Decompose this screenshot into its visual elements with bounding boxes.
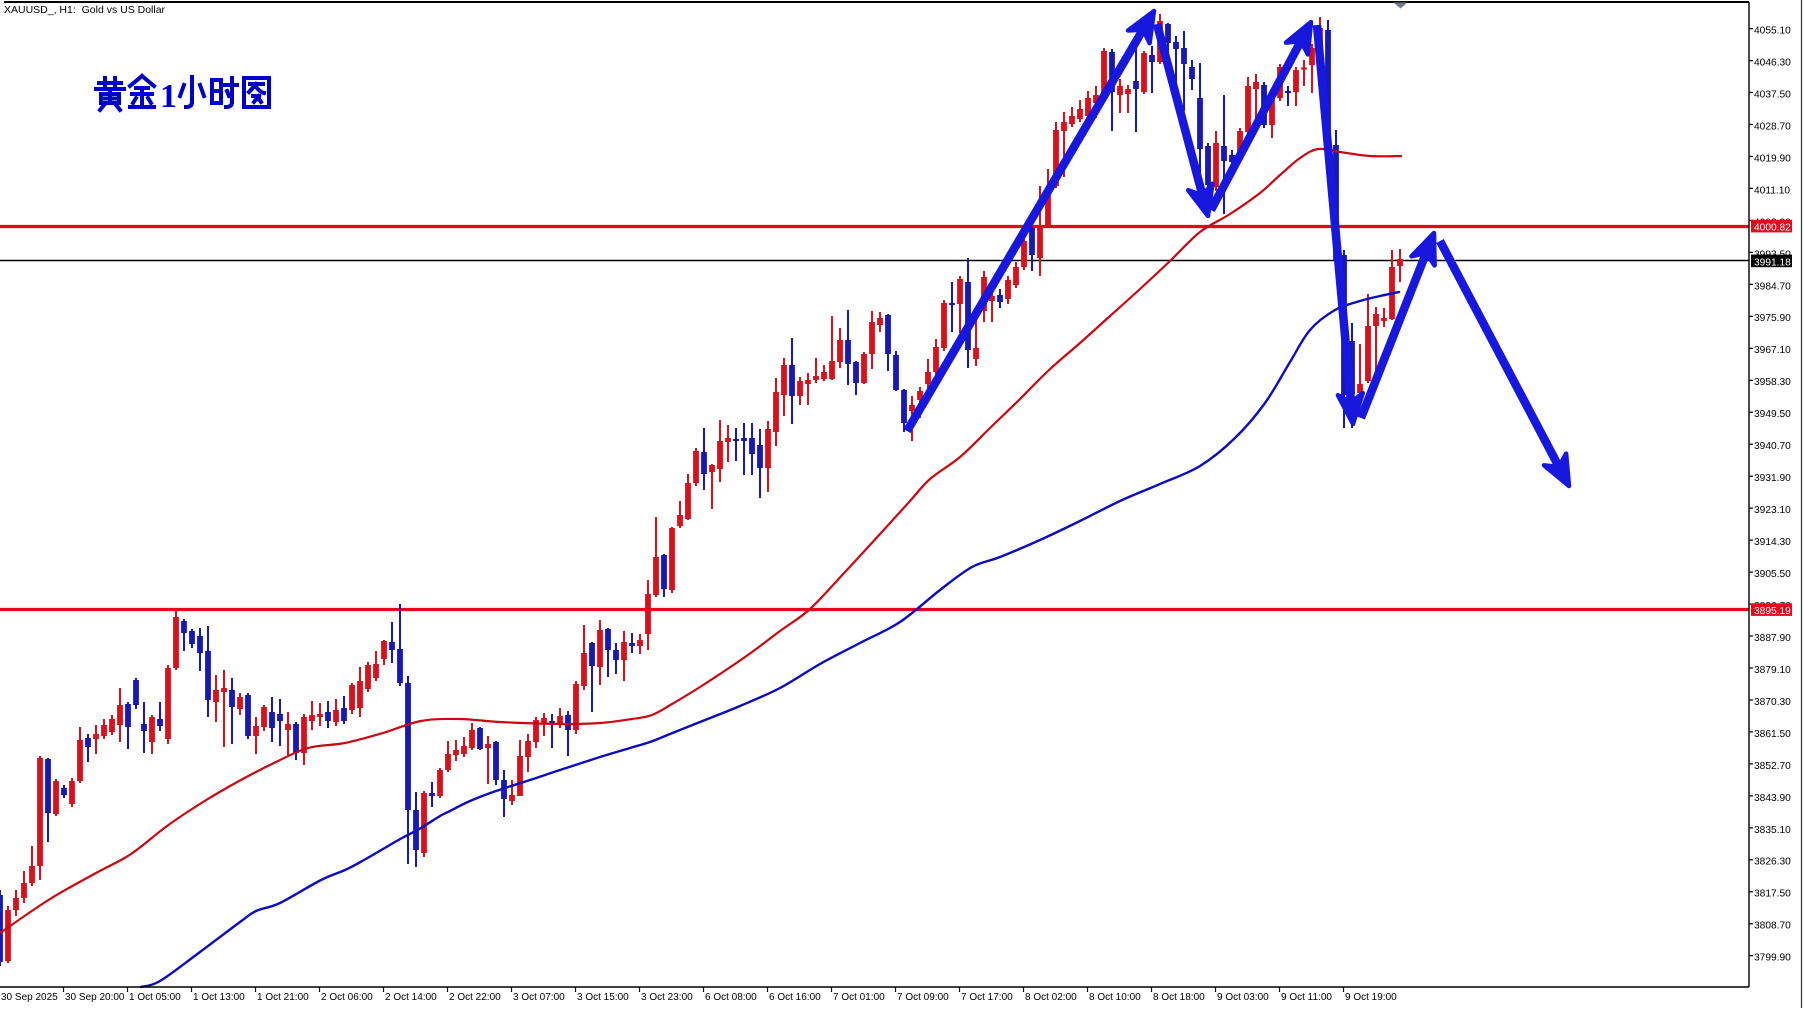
svg-text:6 Oct 16:00: 6 Oct 16:00	[769, 992, 821, 1003]
svg-text:3958.30: 3958.30	[1754, 377, 1791, 388]
svg-text:3949.50: 3949.50	[1754, 409, 1791, 420]
svg-text:7 Oct 17:00: 7 Oct 17:00	[961, 992, 1013, 1003]
svg-text:3879.10: 3879.10	[1754, 665, 1791, 676]
svg-text:3870.30: 3870.30	[1754, 697, 1791, 708]
svg-text:30 Sep 20:00: 30 Sep 20:00	[65, 992, 125, 1003]
svg-text:2 Oct 14:00: 2 Oct 14:00	[385, 992, 437, 1003]
svg-text:4011.10: 4011.10	[1754, 185, 1790, 196]
svg-text:3887.90: 3887.90	[1754, 633, 1791, 644]
svg-text:3 Oct 15:00: 3 Oct 15:00	[577, 992, 629, 1003]
svg-text:9 Oct 11:00: 9 Oct 11:00	[1281, 992, 1332, 1003]
svg-text:4028.70: 4028.70	[1754, 121, 1791, 132]
svg-text:3991.18: 3991.18	[1754, 257, 1791, 268]
svg-text:3817.50: 3817.50	[1754, 889, 1791, 900]
svg-text:6 Oct 08:00: 6 Oct 08:00	[705, 992, 757, 1003]
svg-text:30 Sep 2025: 30 Sep 2025	[1, 992, 58, 1003]
svg-text:3895.19: 3895.19	[1754, 606, 1791, 617]
svg-text:4037.50: 4037.50	[1754, 89, 1791, 100]
svg-text:3852.70: 3852.70	[1754, 761, 1791, 772]
svg-text:3967.10: 3967.10	[1754, 345, 1791, 356]
svg-text:3826.30: 3826.30	[1754, 857, 1791, 868]
svg-text:1: 1	[160, 78, 177, 115]
svg-text:3914.30: 3914.30	[1754, 537, 1791, 548]
svg-text:3923.10: 3923.10	[1754, 505, 1791, 516]
svg-text:3 Oct 23:00: 3 Oct 23:00	[641, 992, 693, 1003]
svg-text:3799.90: 3799.90	[1754, 953, 1791, 964]
svg-text:3861.50: 3861.50	[1754, 729, 1791, 740]
svg-text:8 Oct 10:00: 8 Oct 10:00	[1089, 992, 1141, 1003]
svg-text:8 Oct 02:00: 8 Oct 02:00	[1025, 992, 1077, 1003]
svg-text:1 Oct 21:00: 1 Oct 21:00	[257, 992, 309, 1003]
svg-text:2 Oct 06:00: 2 Oct 06:00	[321, 992, 373, 1003]
svg-text:XAUUSD_, H1: Gold vs US Dolla: XAUUSD_, H1: Gold vs US Dollar	[4, 4, 166, 16]
svg-text:3835.10: 3835.10	[1754, 825, 1791, 836]
svg-text:4000.82: 4000.82	[1754, 223, 1791, 234]
svg-text:3905.50: 3905.50	[1754, 569, 1791, 580]
svg-text:1 Oct 13:00: 1 Oct 13:00	[193, 992, 245, 1003]
svg-text:4055.10: 4055.10	[1754, 26, 1791, 37]
svg-text:3808.70: 3808.70	[1754, 921, 1791, 932]
svg-text:8 Oct 18:00: 8 Oct 18:00	[1153, 992, 1205, 1003]
svg-text:3 Oct 07:00: 3 Oct 07:00	[513, 992, 565, 1003]
svg-text:3931.90: 3931.90	[1754, 473, 1791, 484]
svg-text:2 Oct 22:00: 2 Oct 22:00	[449, 992, 501, 1003]
svg-text:3975.90: 3975.90	[1754, 313, 1791, 324]
svg-text:4046.30: 4046.30	[1754, 58, 1791, 69]
svg-text:7 Oct 09:00: 7 Oct 09:00	[897, 992, 949, 1003]
svg-text:3984.70: 3984.70	[1754, 281, 1791, 292]
svg-text:3940.70: 3940.70	[1754, 441, 1791, 452]
svg-text:4019.90: 4019.90	[1754, 153, 1791, 164]
svg-text:1 Oct 05:00: 1 Oct 05:00	[129, 992, 181, 1003]
svg-text:3843.90: 3843.90	[1754, 793, 1791, 804]
svg-text:7 Oct 01:00: 7 Oct 01:00	[833, 992, 885, 1003]
svg-text:9 Oct 03:00: 9 Oct 03:00	[1217, 992, 1269, 1003]
svg-text:9 Oct 19:00: 9 Oct 19:00	[1345, 992, 1397, 1003]
